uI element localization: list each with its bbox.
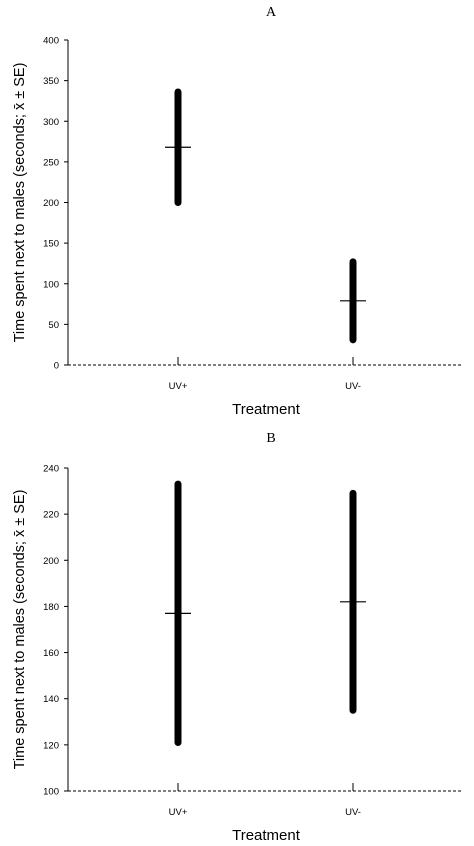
panel-a-x-tick-label: UV-	[345, 381, 361, 392]
panel-a-x-tick-label: UV+	[169, 381, 188, 392]
panel-a-y-axis-label: Time spent next to males (seconds; x̄ ± …	[12, 63, 28, 343]
panel-b-y-tick-label: 140	[43, 694, 59, 705]
panel-a-y-tick-label: 250	[43, 157, 59, 168]
panel-a-y-tick-label: 0	[54, 361, 59, 372]
panel-b-x-tick-label: UV-	[345, 807, 361, 818]
panel-b-y-tick-label: 120	[43, 740, 59, 751]
panel-a-y-tick-label: 100	[43, 279, 59, 290]
panel-b-y-tick-label: 180	[43, 602, 59, 613]
panel-a-y-tick-label: 350	[43, 76, 59, 87]
panel-b-y-tick-label: 220	[43, 510, 59, 521]
panel-a-y-tick-label: 50	[48, 320, 59, 331]
panel-a-y-tick-label: 200	[43, 198, 59, 209]
panel-b-y-tick-label: 100	[43, 787, 59, 798]
panel-a-x-axis-label: Treatment	[232, 401, 301, 418]
panel-b-y-tick-label: 160	[43, 648, 59, 659]
panel-b-x-axis-label: Treatment	[232, 827, 301, 844]
panel-b-y-tick-label: 240	[43, 464, 59, 475]
panel-b-y-tick-label: 200	[43, 556, 59, 567]
panel-b-y-axis-label: Time spent next to males (seconds; x̄ ± …	[12, 490, 28, 770]
panel-b-label: B	[266, 431, 275, 446]
panel-a-y-tick-label: 150	[43, 239, 59, 250]
panel-b-x-tick-label: UV+	[169, 807, 188, 818]
panel-a-y-tick-label: 400	[43, 36, 59, 47]
panel-a-y-tick-label: 300	[43, 117, 59, 128]
panel-a-label: A	[266, 5, 277, 20]
